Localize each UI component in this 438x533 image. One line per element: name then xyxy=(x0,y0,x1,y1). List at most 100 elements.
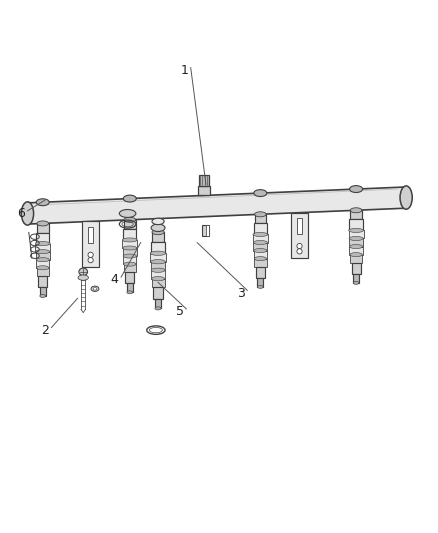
Ellipse shape xyxy=(254,212,266,217)
Bar xyxy=(350,255,362,263)
Bar xyxy=(258,278,263,287)
Bar xyxy=(253,243,267,251)
Bar xyxy=(353,274,359,283)
Bar xyxy=(350,247,363,255)
Ellipse shape xyxy=(151,260,166,264)
Ellipse shape xyxy=(253,240,267,245)
Ellipse shape xyxy=(349,229,364,232)
Bar xyxy=(297,218,302,234)
Ellipse shape xyxy=(91,286,99,292)
Text: 1: 1 xyxy=(180,64,188,77)
Ellipse shape xyxy=(36,266,49,270)
Bar xyxy=(151,270,165,279)
Bar xyxy=(35,244,50,252)
Bar xyxy=(254,259,267,266)
Ellipse shape xyxy=(127,291,133,294)
Bar xyxy=(253,235,268,243)
Bar xyxy=(38,276,47,287)
Ellipse shape xyxy=(350,208,362,213)
Ellipse shape xyxy=(254,256,267,261)
Bar xyxy=(254,223,267,235)
Ellipse shape xyxy=(122,238,137,242)
Ellipse shape xyxy=(350,253,362,256)
Bar xyxy=(36,268,49,276)
Bar xyxy=(153,287,163,299)
Ellipse shape xyxy=(400,186,412,209)
Ellipse shape xyxy=(79,268,88,276)
Bar xyxy=(152,232,164,241)
Bar xyxy=(36,252,50,260)
Ellipse shape xyxy=(253,232,268,237)
Bar xyxy=(155,299,161,309)
Ellipse shape xyxy=(36,199,49,206)
Bar xyxy=(254,214,266,223)
Bar xyxy=(124,264,136,272)
Text: 5: 5 xyxy=(176,305,184,318)
Bar xyxy=(352,263,360,274)
Text: 4: 4 xyxy=(111,273,119,286)
Ellipse shape xyxy=(151,224,165,231)
Bar xyxy=(202,224,209,236)
Ellipse shape xyxy=(93,287,97,290)
Bar xyxy=(205,224,209,236)
Bar xyxy=(350,220,363,230)
Bar xyxy=(198,186,210,196)
Ellipse shape xyxy=(36,257,49,262)
Ellipse shape xyxy=(123,246,137,250)
Ellipse shape xyxy=(88,252,93,257)
Ellipse shape xyxy=(123,195,136,202)
Ellipse shape xyxy=(353,281,359,284)
Bar xyxy=(127,283,133,292)
Ellipse shape xyxy=(350,185,363,192)
Ellipse shape xyxy=(254,190,267,197)
Ellipse shape xyxy=(349,237,363,240)
Ellipse shape xyxy=(297,249,302,254)
Bar xyxy=(123,256,136,264)
Ellipse shape xyxy=(152,277,165,281)
Bar xyxy=(125,272,134,283)
Ellipse shape xyxy=(21,202,34,225)
Text: 3: 3 xyxy=(237,287,245,300)
Ellipse shape xyxy=(123,254,136,258)
Bar xyxy=(36,260,49,268)
Bar xyxy=(151,241,165,253)
Bar xyxy=(350,211,362,220)
Bar xyxy=(123,229,136,240)
Ellipse shape xyxy=(88,257,93,263)
Text: 6: 6 xyxy=(17,207,25,220)
Bar xyxy=(37,223,49,232)
Bar xyxy=(349,230,364,238)
Bar xyxy=(199,175,208,186)
Bar xyxy=(82,221,99,266)
Ellipse shape xyxy=(150,251,166,255)
Ellipse shape xyxy=(119,209,136,217)
Ellipse shape xyxy=(254,248,267,253)
Bar xyxy=(256,266,265,278)
Bar xyxy=(123,248,137,256)
Bar xyxy=(349,238,363,247)
Bar xyxy=(124,220,136,229)
Ellipse shape xyxy=(35,241,50,246)
Bar xyxy=(291,213,308,258)
Ellipse shape xyxy=(36,249,50,254)
Bar xyxy=(122,240,137,248)
Polygon shape xyxy=(28,187,406,224)
Ellipse shape xyxy=(40,294,46,297)
Ellipse shape xyxy=(37,221,49,226)
Bar xyxy=(151,262,166,270)
Bar xyxy=(40,287,46,296)
Bar xyxy=(150,253,166,262)
Ellipse shape xyxy=(297,244,302,249)
Bar xyxy=(88,227,93,243)
Bar xyxy=(254,251,267,259)
Ellipse shape xyxy=(152,229,164,235)
Ellipse shape xyxy=(78,275,88,280)
Ellipse shape xyxy=(350,245,363,248)
Ellipse shape xyxy=(258,285,263,288)
Ellipse shape xyxy=(124,217,136,222)
Ellipse shape xyxy=(124,262,136,266)
Ellipse shape xyxy=(152,218,164,224)
Ellipse shape xyxy=(155,307,161,310)
Text: 2: 2 xyxy=(41,324,49,337)
Bar xyxy=(36,232,49,244)
